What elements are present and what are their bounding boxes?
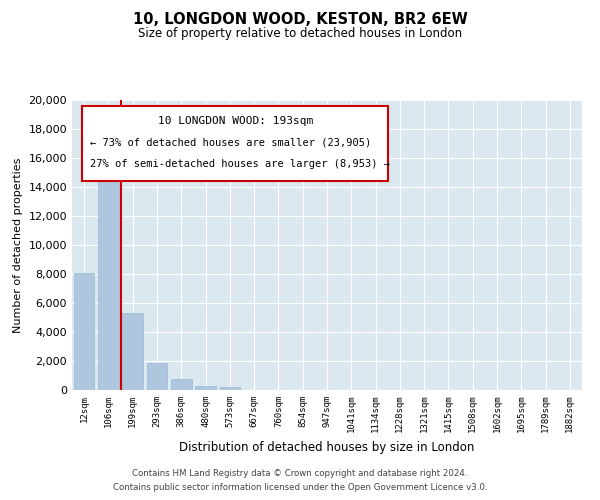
Text: 27% of semi-detached houses are larger (8,953) →: 27% of semi-detached houses are larger (…: [90, 160, 390, 170]
Bar: [74, 272, 94, 390]
Bar: [146, 363, 167, 390]
Text: Contains public sector information licensed under the Open Government Licence v3: Contains public sector information licen…: [113, 484, 487, 492]
Bar: [195, 386, 216, 390]
Bar: [220, 387, 240, 390]
Text: 10 LONGDON WOOD: 193sqm: 10 LONGDON WOOD: 193sqm: [158, 116, 313, 126]
Bar: [171, 379, 191, 390]
Text: ← 73% of detached houses are smaller (23,905): ← 73% of detached houses are smaller (23…: [90, 138, 371, 147]
Bar: [122, 313, 143, 390]
Text: Contains HM Land Registry data © Crown copyright and database right 2024.: Contains HM Land Registry data © Crown c…: [132, 468, 468, 477]
Y-axis label: Number of detached properties: Number of detached properties: [13, 158, 23, 332]
FancyBboxPatch shape: [82, 106, 388, 181]
Text: Size of property relative to detached houses in London: Size of property relative to detached ho…: [138, 28, 462, 40]
Bar: [98, 150, 119, 390]
Text: 10, LONGDON WOOD, KESTON, BR2 6EW: 10, LONGDON WOOD, KESTON, BR2 6EW: [133, 12, 467, 28]
X-axis label: Distribution of detached houses by size in London: Distribution of detached houses by size …: [179, 441, 475, 454]
